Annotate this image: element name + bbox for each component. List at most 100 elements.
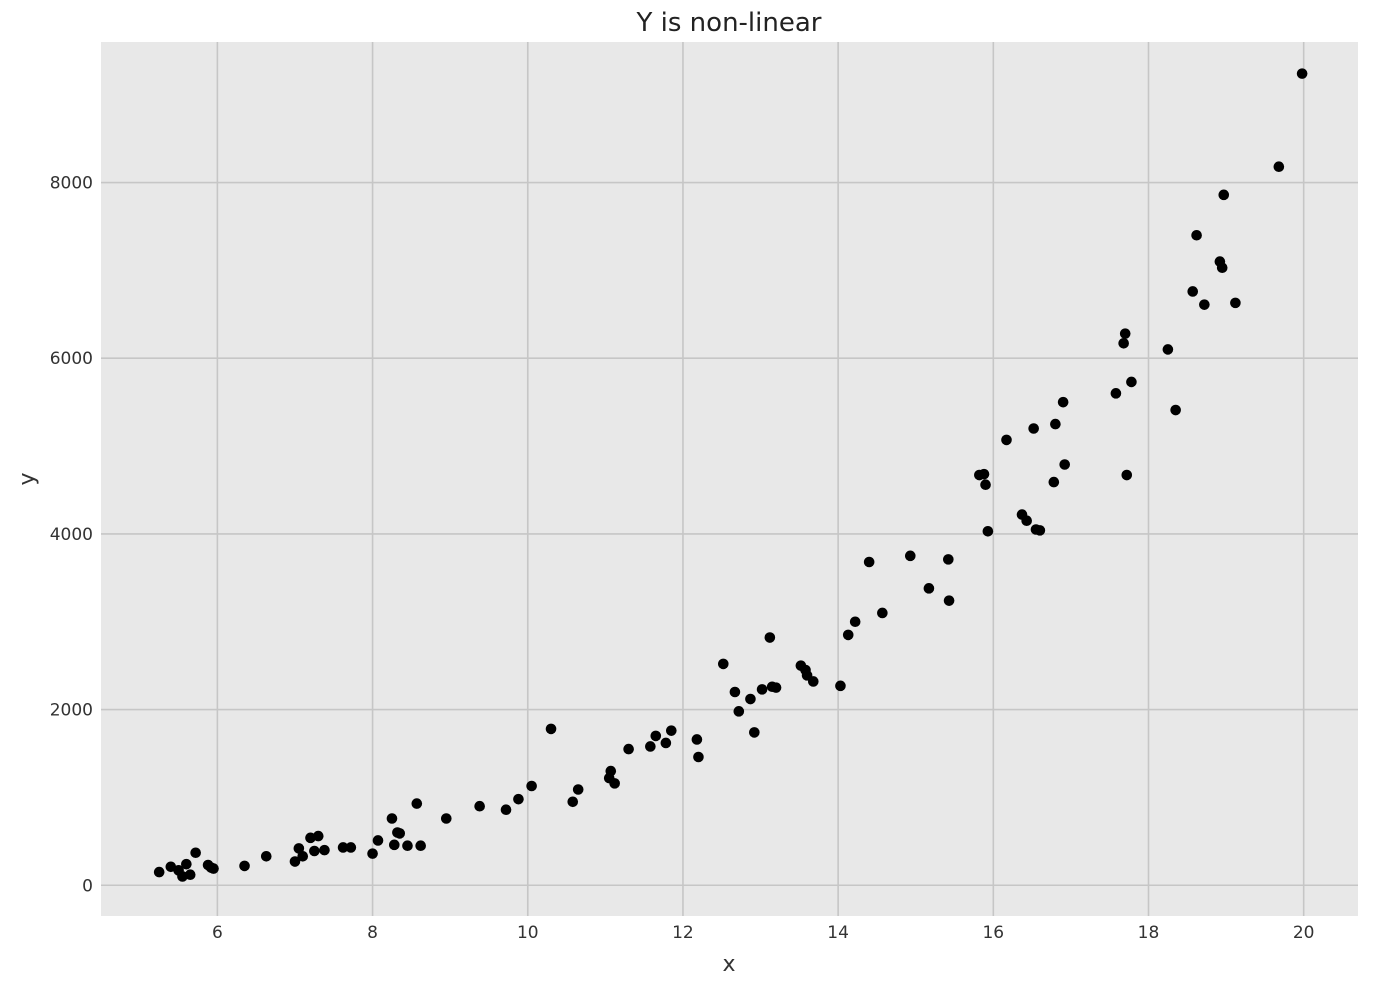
data-point: [1121, 469, 1133, 481]
x-tick-label: 8: [367, 923, 378, 943]
x-axis-ticks: 6 8 10 12 14 16 18 20: [212, 923, 1315, 943]
data-point: [605, 765, 617, 777]
data-point: [1110, 388, 1122, 399]
data-point: [943, 595, 955, 606]
data-point: [337, 842, 349, 853]
data-point: [208, 863, 219, 874]
data-point: [1170, 404, 1181, 416]
data-point: [153, 866, 165, 878]
data-point: [173, 865, 184, 876]
y-tick-label: 0: [82, 876, 93, 896]
y-tick-label: 2000: [50, 701, 93, 721]
data-point: [877, 607, 888, 619]
data-point: [745, 693, 756, 705]
data-point: [923, 583, 935, 594]
data-point: [650, 730, 662, 742]
data-point: [660, 737, 672, 749]
data-point: [609, 778, 620, 789]
data-point: [260, 850, 272, 862]
data-point: [733, 706, 745, 717]
x-tick-label: 16: [982, 923, 1004, 943]
data-point: [1057, 396, 1069, 408]
data-point: [345, 842, 357, 853]
data-point: [904, 550, 916, 562]
data-point: [1162, 344, 1174, 355]
data-point: [567, 796, 579, 808]
y-tick-label: 4000: [50, 525, 93, 545]
data-point: [367, 848, 378, 859]
data-point: [691, 734, 703, 745]
data-point: [1028, 423, 1039, 434]
data-point: [513, 793, 524, 805]
data-point: [293, 843, 305, 854]
data-point: [411, 798, 423, 809]
data-point: [572, 784, 584, 795]
plot-area: [101, 42, 1358, 916]
data-point: [666, 725, 677, 736]
data-point: [289, 856, 301, 867]
data-point: [1034, 525, 1046, 536]
data-point: [415, 840, 426, 852]
data-point: [1118, 337, 1129, 349]
x-axis-label: x: [722, 952, 735, 977]
x-tick-label: 10: [517, 923, 539, 943]
x-tick-label: 12: [672, 923, 694, 943]
data-point: [1199, 299, 1210, 310]
data-point: [1230, 297, 1241, 309]
data-point: [1126, 376, 1137, 388]
x-tick-label: 14: [827, 923, 849, 943]
data-point: [319, 844, 330, 856]
data-point: [309, 845, 320, 857]
data-point: [1191, 229, 1202, 241]
data-point: [729, 686, 741, 698]
data-point: [181, 858, 192, 870]
data-point: [770, 682, 782, 693]
data-point: [764, 632, 776, 643]
data-point: [1187, 286, 1199, 297]
data-point: [842, 629, 854, 641]
data-point: [645, 741, 656, 752]
data-point: [386, 813, 398, 824]
data-point: [1296, 68, 1308, 79]
data-point: [1021, 515, 1032, 527]
data-point: [389, 839, 400, 851]
y-axis-label: y: [15, 472, 40, 485]
x-tick-label: 20: [1293, 923, 1315, 943]
data-point: [943, 554, 954, 565]
data-point: [1216, 262, 1228, 274]
data-point: [980, 479, 991, 491]
grid-lines: [101, 42, 1358, 916]
data-point: [372, 835, 384, 846]
data-point: [184, 869, 196, 881]
data-point: [1050, 418, 1061, 430]
data-point: [1001, 434, 1012, 446]
data-point: [297, 850, 309, 862]
data-point: [394, 828, 406, 839]
y-axis-ticks: 0 2000 4000 6000 8000: [50, 174, 93, 897]
data-point: [1048, 476, 1060, 488]
data-point: [500, 804, 512, 816]
x-tick-label: 6: [212, 923, 223, 943]
data-point: [1218, 189, 1230, 201]
data-point: [623, 743, 634, 755]
data-point: [1119, 328, 1131, 339]
data-point: [693, 751, 704, 763]
data-points: [153, 68, 1308, 882]
data-point: [474, 800, 485, 812]
data-point: [1059, 459, 1070, 470]
data-point: [982, 525, 994, 537]
data-point: [312, 830, 324, 842]
data-point: [402, 840, 413, 852]
data-point: [835, 680, 846, 692]
y-tick-label: 8000: [50, 174, 93, 194]
x-tick-label: 18: [1138, 923, 1160, 943]
data-point: [978, 468, 990, 480]
data-point: [756, 684, 768, 695]
data-point: [440, 813, 452, 824]
data-point: [1273, 161, 1285, 173]
y-tick-label: 6000: [50, 349, 93, 369]
data-point: [190, 847, 201, 859]
data-point: [863, 556, 875, 568]
data-point: [717, 658, 729, 670]
data-point: [849, 616, 861, 628]
